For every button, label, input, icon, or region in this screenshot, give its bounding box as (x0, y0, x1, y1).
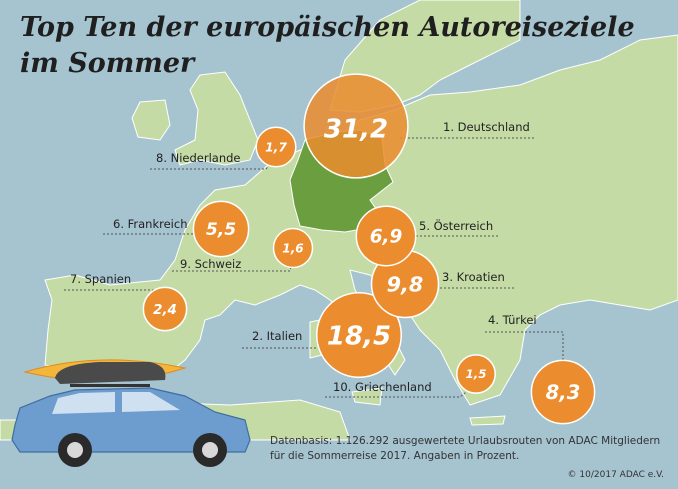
bubble-rank-10 (456, 354, 496, 394)
car-windows (52, 392, 180, 414)
bubble-rank-7 (142, 286, 188, 332)
bubble-rank-1 (303, 73, 409, 179)
bubble-rank-8 (255, 126, 297, 168)
title-line-2: im Sommer (20, 48, 195, 79)
bubble-value-10: 1,5 (465, 367, 486, 381)
bubble-value-2: 18,5 (327, 321, 391, 351)
crete (469, 415, 506, 426)
bubble-value-7: 2,4 (153, 303, 177, 318)
bubble-value-3: 9,8 (387, 272, 424, 296)
leader-line-9 (172, 257, 294, 272)
bubble-value-5: 6,9 (370, 227, 403, 248)
rear-wheel-rim (67, 442, 83, 458)
leader-line-8 (150, 156, 277, 170)
roof-rack (70, 384, 150, 387)
country-label-6: 6. Frankreich (113, 217, 188, 231)
country-label-8: 8. Niederlande (156, 151, 241, 165)
country-label-10: 10. Griechenland (333, 380, 432, 394)
bubble-rank-5 (355, 205, 417, 267)
country-label-9: 9. Schweiz (180, 257, 241, 271)
bubble-value-4: 8,3 (546, 381, 581, 404)
copyright-note: © 10/2017 ADAC e.V. (567, 470, 664, 480)
country-label-4: 4. Türkei (488, 313, 537, 327)
country-label-2: 2. Italien (252, 329, 302, 343)
country-labels: 1. Deutschland 2. Italien 3. Kroatien 4. Tü… (70, 120, 537, 394)
bubble-value-6: 5,5 (206, 220, 236, 240)
bubble-rank-4 (530, 359, 596, 425)
value-bubbles: 31,2 18,5 9,8 8,3 6,9 5,5 2,4 1,7 1,6 1,5 (142, 73, 596, 425)
ireland (131, 99, 171, 141)
title-line-1: Top Ten der europäischen Autoreiseziele (20, 12, 635, 43)
roof-box (55, 362, 166, 384)
country-label-5: 5. Österreich (419, 217, 493, 233)
bubble-rank-9 (272, 227, 314, 269)
bubble-value-8: 1,7 (265, 140, 287, 154)
country-label-7: 7. Spanien (70, 272, 131, 286)
data-source-note: Datenbasis: 1.126.292 ausgewertete Urlau… (270, 435, 661, 462)
bubble-rank-2 (315, 291, 403, 379)
bubble-value-9: 1,6 (282, 241, 303, 255)
car-illustration (11, 359, 251, 467)
bubble-value-1: 31,2 (324, 114, 388, 144)
front-wheel-rim (202, 442, 218, 458)
bubble-rank-6 (192, 200, 250, 258)
great-britain (174, 71, 259, 166)
country-label-3: 3. Kroatien (442, 270, 505, 284)
country-label-1: 1. Deutschland (443, 120, 530, 134)
